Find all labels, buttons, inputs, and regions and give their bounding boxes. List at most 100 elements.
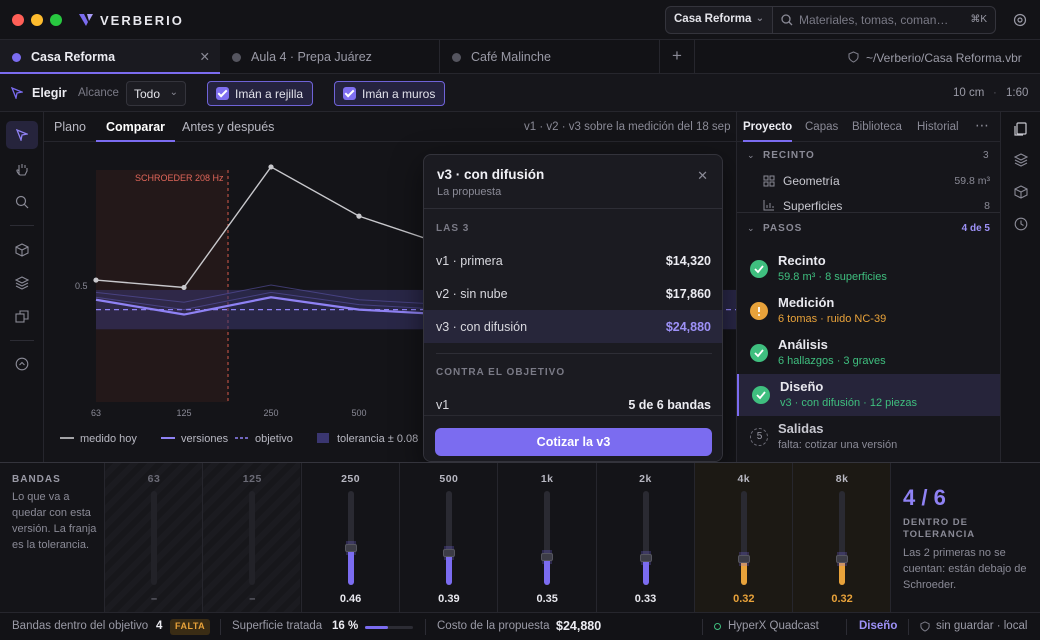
pointer-tool-icon[interactable] [11, 87, 23, 99]
pasos-progress: 4 de 5 [961, 223, 990, 234]
scope-select[interactable]: Todo ⌄ [126, 81, 186, 106]
close-popover-icon[interactable]: ✕ [697, 168, 708, 183]
layers-icon[interactable] [15, 276, 29, 290]
layers-icon[interactable] [1014, 153, 1028, 167]
step-subtitle: falta: cotizar una versión [778, 439, 898, 451]
hand-icon[interactable] [15, 162, 29, 176]
version-label: v3 · con difusión [436, 320, 528, 334]
band-slider-handle[interactable] [836, 555, 849, 563]
legend-swatch-tolerancia [317, 433, 329, 443]
version-row-v2[interactable]: v2 · sin nube $17,860 [424, 277, 722, 310]
step-title: Medición [778, 295, 835, 310]
band-500: 500 0.39 [398, 463, 497, 613]
grid-icon [763, 175, 775, 187]
band-slider[interactable] [737, 491, 750, 585]
checkbox-checked-icon [216, 87, 229, 100]
step-recinto[interactable]: Recinto 59.8 m³ · 8 superficies [737, 248, 1001, 290]
band-slider[interactable] [442, 491, 455, 585]
project-select[interactable]: Casa Reforma ⌄ [665, 6, 773, 34]
status-divider [908, 619, 909, 635]
bands-title: BANDAS [12, 474, 61, 485]
superficies-item[interactable]: Superficies [783, 199, 843, 213]
history-icon[interactable] [1014, 217, 1028, 231]
version-row-v1[interactable]: v1 · primera $14,320 [424, 244, 722, 277]
checkbox-checked-icon [343, 87, 356, 100]
maximize-window-button[interactable] [50, 14, 62, 26]
cube-icon[interactable] [15, 243, 29, 257]
band-slider-handle[interactable] [737, 555, 750, 563]
new-tab-button[interactable]: + [660, 40, 695, 74]
check-circle-icon [750, 344, 768, 362]
band-slider-handle[interactable] [639, 554, 652, 562]
tab-biblioteca[interactable]: Biblioteca [852, 121, 902, 133]
band-value: 0.33 [634, 593, 657, 605]
tab-cafe-malinche[interactable]: Café Malinche [440, 40, 660, 74]
band-label: 8k [835, 473, 849, 485]
band-slider[interactable] [344, 491, 357, 585]
band-slider-handle[interactable] [344, 544, 357, 552]
band-slider-handle[interactable] [442, 549, 455, 557]
step-medici-n[interactable]: Medición 6 tomas · ruido NC-39 [737, 290, 1001, 332]
quote-v3-button[interactable]: Cotizar la v3 [435, 428, 712, 456]
version-popover: v3 · con difusión La propuesta ✕ LAS 3 v… [423, 154, 723, 462]
check-circle-icon [750, 260, 768, 278]
tab-aula-4[interactable]: Aula 4 · Prepa Juárez [220, 40, 440, 74]
tab-label: Café Malinche [471, 50, 551, 64]
geometria-item[interactable]: Geometría [783, 174, 840, 188]
shield-icon [848, 51, 859, 63]
documents-icon[interactable] [1014, 122, 1028, 136]
target-label: v1 [436, 398, 450, 412]
band-slider-fill [740, 559, 747, 585]
chevron-down-icon[interactable]: ⌄ [747, 150, 755, 160]
search-input[interactable]: Materiales, tomas, coman… ⌘K [772, 6, 996, 34]
tab-capas[interactable]: Capas [805, 121, 839, 133]
step-an-lisis[interactable]: Análisis 6 hallazgos · 3 graves [737, 332, 1001, 374]
snap-grid-label: Imán a rejilla [235, 87, 304, 101]
point-medido-hoy [181, 284, 187, 291]
scope-value: Todo [134, 87, 161, 101]
tab-plano[interactable]: Plano [54, 120, 86, 134]
step-dise-o[interactable]: Diseño v3 · con difusión · 12 piezas [737, 374, 1001, 416]
band-label: 1k [540, 473, 554, 485]
tab-casa-reforma[interactable]: Casa Reforma ✕ [0, 40, 220, 74]
legend-label: medido hoy [80, 433, 137, 445]
snap-grid-checkbox[interactable]: Imán a rejilla [207, 81, 313, 106]
band-label: 500 [439, 473, 459, 485]
version-row-v3[interactable]: v3 · con difusión $24,880 [424, 310, 722, 343]
mic-icon [714, 623, 721, 630]
select-tool-button[interactable] [6, 121, 38, 149]
close-window-button[interactable] [12, 14, 24, 26]
minimize-window-button[interactable] [31, 14, 43, 26]
band-slider[interactable] [836, 491, 849, 585]
tool-label[interactable]: Elegir [32, 86, 67, 100]
close-tab-icon[interactable]: ✕ [199, 50, 210, 64]
pending-step-icon: 5 [750, 428, 768, 446]
tab-historial[interactable]: Historial [917, 121, 959, 133]
y-tick-label: 0.5 [75, 281, 88, 291]
tab-proyecto[interactable]: Proyecto [743, 112, 793, 142]
band-1k: 1k 0.35 [497, 463, 595, 613]
tab-comparar[interactable]: Comparar [96, 112, 176, 142]
pasos-header[interactable]: PASOS [763, 223, 803, 234]
tolerance-note: Las 2 primeras no se cuentan: están deba… [903, 547, 1027, 591]
snap-walls-checkbox[interactable]: Imán a muros [334, 81, 445, 106]
band-slider[interactable] [639, 491, 652, 585]
cube-icon[interactable] [1014, 185, 1028, 199]
copy-icon[interactable] [15, 310, 29, 324]
zoom-icon[interactable] [15, 195, 29, 209]
band-slider[interactable] [541, 491, 554, 585]
chevron-down-icon[interactable]: ⌄ [747, 223, 755, 233]
tool-rail [0, 112, 44, 462]
mode-label[interactable]: Diseño [859, 620, 898, 632]
popover-divider [424, 208, 722, 209]
settings-icon[interactable] [1013, 13, 1027, 27]
tab-antes-despues[interactable]: Antes y después [182, 120, 275, 134]
band-slider-handle[interactable] [541, 553, 554, 561]
device-name[interactable]: HyperX Quadcast [728, 620, 819, 632]
step-salidas[interactable]: 5 Salidas falta: cotizar una versión [737, 416, 1001, 458]
bands-description: Lo que va a quedar con esta versión. La … [12, 491, 97, 551]
more-icon[interactable]: ⋯ [975, 117, 989, 133]
document-tab-bar: Casa Reforma ✕ Aula 4 · Prepa Juárez Caf… [0, 40, 1040, 74]
recinto-header[interactable]: RECINTO [763, 150, 815, 161]
collapse-up-icon[interactable] [15, 357, 29, 371]
